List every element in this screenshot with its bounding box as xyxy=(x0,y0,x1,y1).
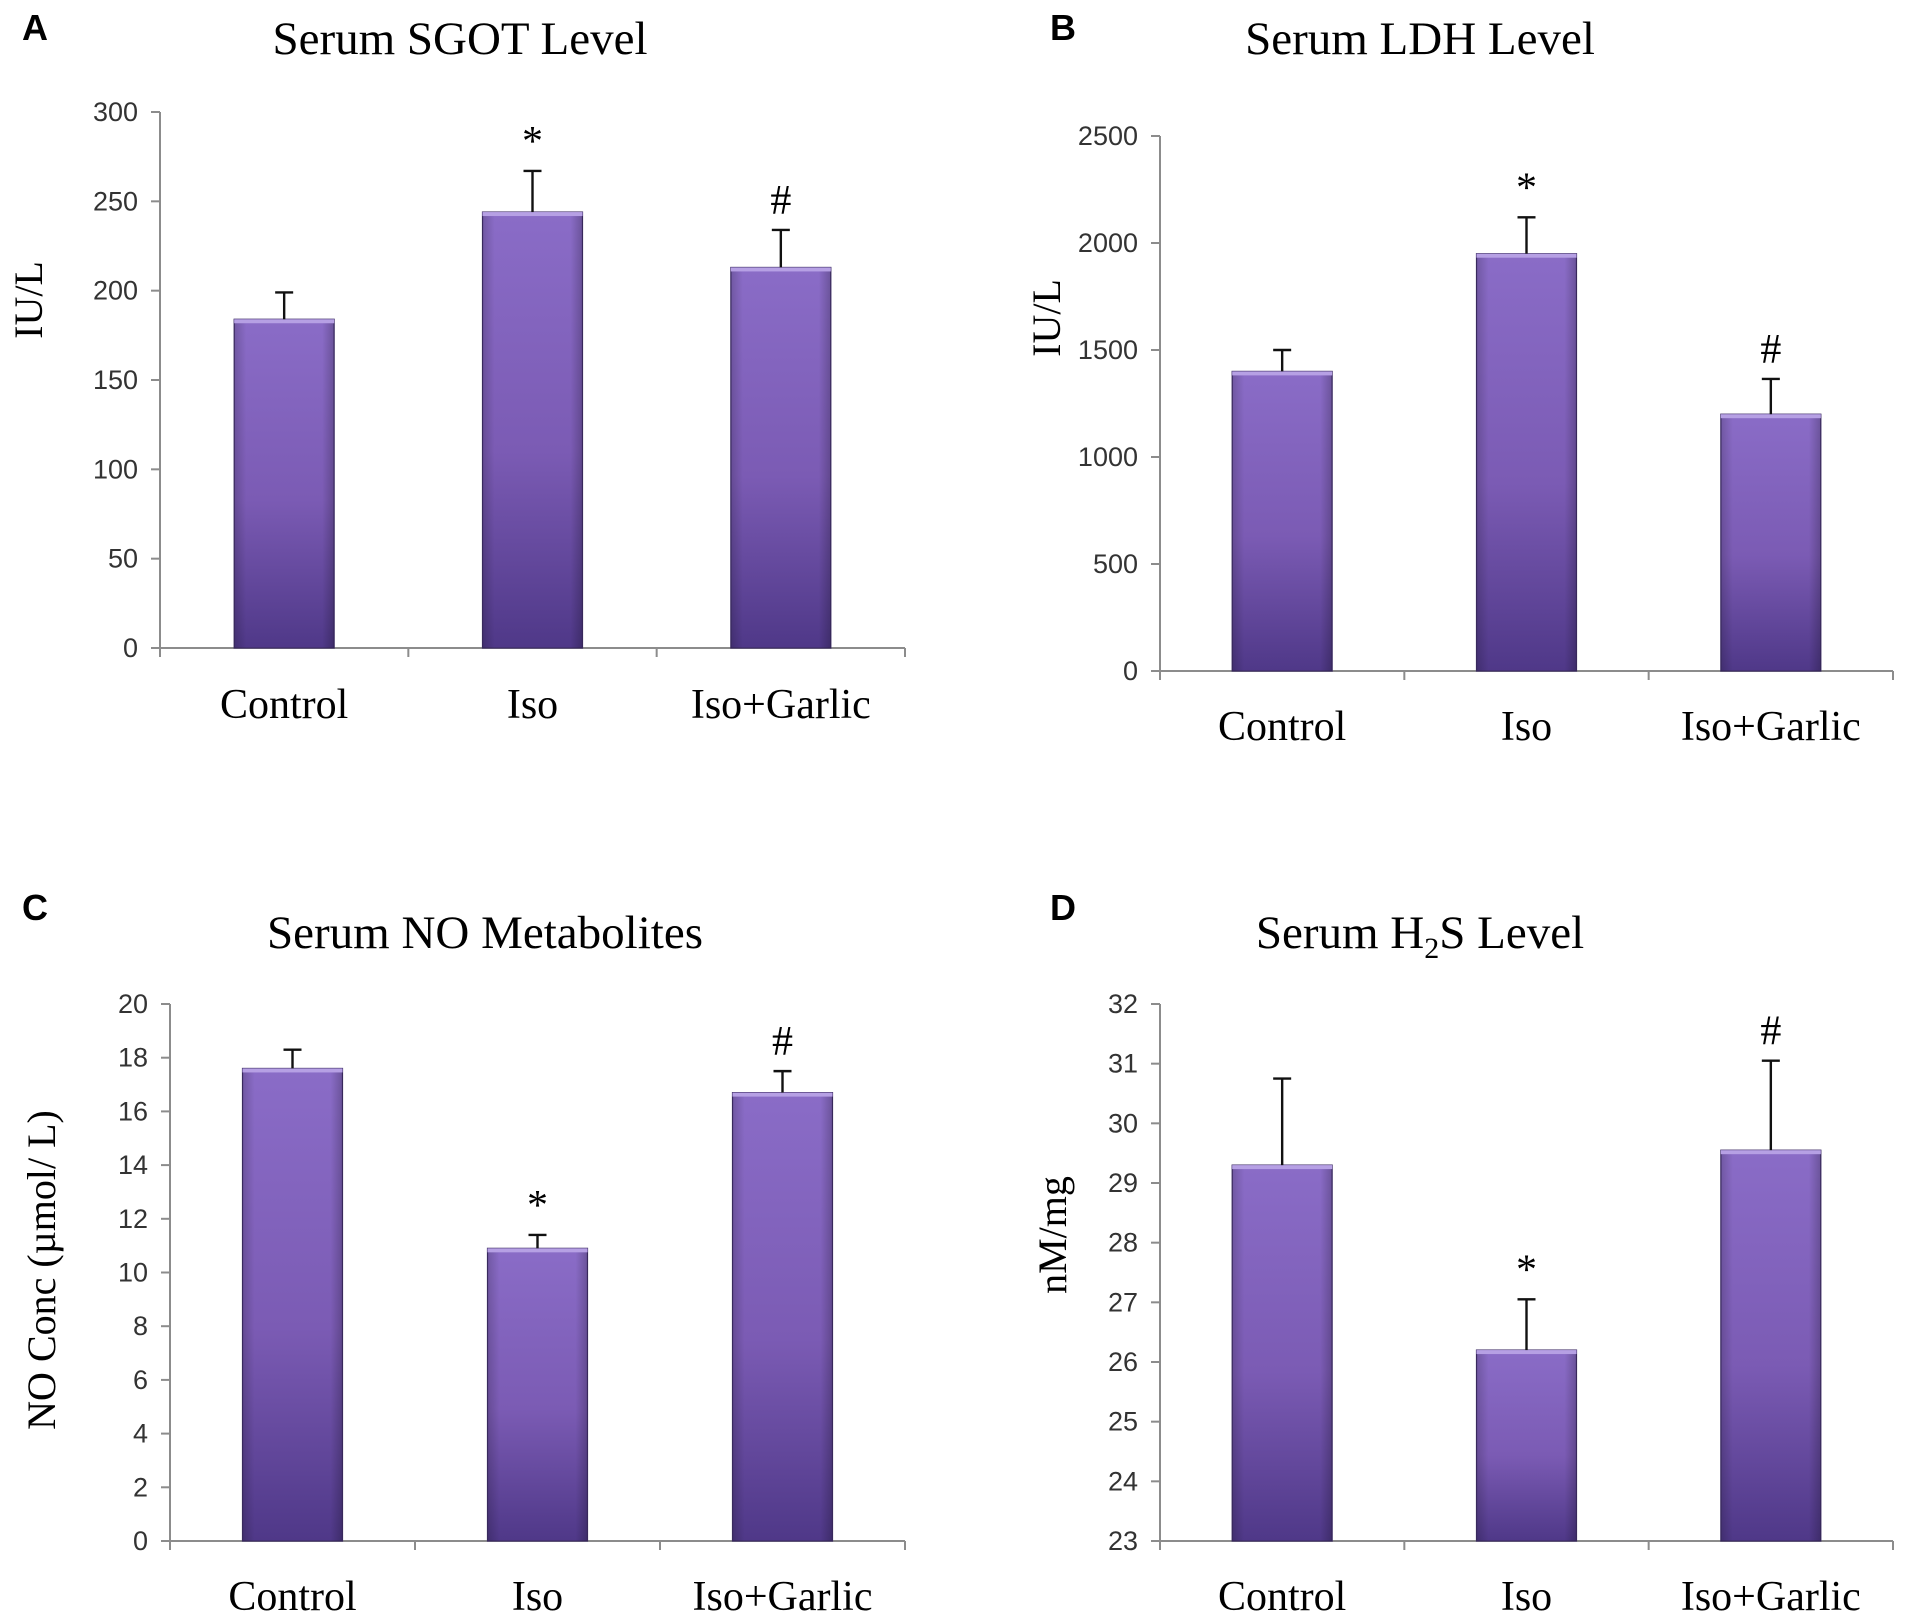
significance-mark: # xyxy=(1760,327,1781,373)
significance-mark: # xyxy=(770,178,791,224)
category-label: Iso xyxy=(1501,1574,1552,1616)
y-tick-label: 24 xyxy=(1108,1466,1138,1496)
bar-cap xyxy=(482,212,583,217)
y-tick-label: 0 xyxy=(1123,656,1138,686)
category-label: Control xyxy=(1218,704,1346,750)
y-tick-label: 2000 xyxy=(1078,228,1138,258)
y-axis-label: NO Conc (µmol/ L) xyxy=(19,1110,64,1430)
y-tick-label: 150 xyxy=(93,365,138,395)
bar-cap xyxy=(1232,371,1333,376)
category-label: Iso+Garlic xyxy=(691,682,871,728)
y-tick-label: 200 xyxy=(93,276,138,306)
bar-shade xyxy=(732,1092,833,1541)
y-tick-label: 1000 xyxy=(1078,442,1138,472)
bar-shade xyxy=(234,319,335,648)
significance-mark: * xyxy=(527,1183,548,1229)
bar-shade xyxy=(1476,1350,1577,1541)
bar-cap xyxy=(1476,1350,1577,1355)
y-tick-label: 4 xyxy=(133,1419,148,1449)
bar-cap xyxy=(1720,1150,1821,1155)
y-tick-label: 100 xyxy=(93,454,138,484)
category-label: Iso+Garlic xyxy=(1681,704,1861,750)
y-axis-label: IU/L xyxy=(6,261,51,339)
bar-shade xyxy=(487,1248,588,1541)
y-tick-label: 0 xyxy=(123,633,138,663)
y-tick-label: 25 xyxy=(1108,1407,1138,1437)
bar-cap xyxy=(1476,253,1577,258)
panel-letter: C xyxy=(22,887,48,928)
bar-cap xyxy=(732,1092,833,1097)
bar-shade xyxy=(1232,371,1333,671)
title-part: Serum H xyxy=(1256,907,1424,959)
bar-cap xyxy=(1720,414,1821,419)
bar-cap xyxy=(234,319,335,324)
panel-d-chart: D Serum H2S Level nM/mg 23 24 25 26 27 28 29 30… xyxy=(1030,887,1894,1616)
significance-mark: # xyxy=(1760,1009,1781,1055)
title-part: S Level xyxy=(1439,907,1584,959)
bar-cap xyxy=(730,267,831,272)
bar-shade xyxy=(1720,414,1821,671)
panel-letter: A xyxy=(22,7,48,48)
category-label: Control xyxy=(228,1574,356,1616)
chart-title: Serum NO Metabolites xyxy=(267,907,703,959)
significance-mark: * xyxy=(1516,165,1537,211)
bar-shade xyxy=(1476,253,1577,671)
panel-b-chart: B Serum LDH Level IU/L 0 500 1000 1500 2000 2… xyxy=(1024,7,1894,750)
y-tick-label: 300 xyxy=(93,97,138,127)
significance-mark: # xyxy=(772,1019,793,1065)
y-tick-label: 31 xyxy=(1108,1049,1138,1079)
y-axis-label: nM/mg xyxy=(1030,1176,1075,1294)
category-label: Iso xyxy=(507,682,558,728)
bar-shade xyxy=(242,1068,343,1541)
y-tick-label: 30 xyxy=(1108,1108,1138,1138)
chart-title: Serum H2S Level xyxy=(1256,907,1584,965)
bar-shade xyxy=(1232,1165,1333,1541)
category-label: Iso+Garlic xyxy=(693,1574,873,1616)
y-tick-label: 18 xyxy=(118,1043,148,1073)
category-label: Iso xyxy=(1501,704,1552,750)
significance-mark: * xyxy=(1516,1247,1537,1293)
y-axis-label: IU/L xyxy=(1024,279,1069,357)
panel-a-chart: A Serum SGOT Level IU/L 0 50 100 150 200 250 3… xyxy=(6,7,906,728)
bar-cap xyxy=(487,1248,588,1253)
y-tick-label: 26 xyxy=(1108,1347,1138,1377)
y-tick-label: 50 xyxy=(108,544,138,574)
chart-title: Serum LDH Level xyxy=(1245,13,1595,65)
significance-mark: * xyxy=(522,119,543,165)
chart-title: Serum SGOT Level xyxy=(272,13,647,65)
panel-c-chart: C Serum NO Metabolites NO Conc (µmol/ L)… xyxy=(19,887,906,1616)
category-label: Iso+Garlic xyxy=(1681,1574,1861,1616)
bar-cap xyxy=(1232,1165,1333,1170)
y-tick-label: 27 xyxy=(1108,1287,1138,1317)
y-tick-label: 14 xyxy=(118,1150,148,1180)
bar-shade xyxy=(730,267,831,648)
y-tick-label: 20 xyxy=(118,989,148,1019)
panel-letter: D xyxy=(1050,887,1076,928)
y-tick-label: 29 xyxy=(1108,1168,1138,1198)
y-tick-label: 10 xyxy=(118,1258,148,1288)
panel-letter: B xyxy=(1050,7,1076,48)
y-tick-label: 6 xyxy=(133,1365,148,1395)
bar-cap xyxy=(242,1068,343,1073)
title-subscript: 2 xyxy=(1424,932,1439,965)
category-label: Control xyxy=(220,682,348,728)
y-tick-label: 8 xyxy=(133,1311,148,1341)
bar-shade xyxy=(1720,1150,1821,1541)
y-tick-label: 12 xyxy=(118,1204,148,1234)
y-tick-label: 28 xyxy=(1108,1228,1138,1258)
bar-shade xyxy=(482,212,583,648)
y-tick-label: 1500 xyxy=(1078,335,1138,365)
y-tick-label: 23 xyxy=(1108,1526,1138,1556)
y-tick-label: 32 xyxy=(1108,989,1138,1019)
category-label: Iso xyxy=(512,1574,563,1616)
y-tick-label: 250 xyxy=(93,186,138,216)
y-tick-label: 500 xyxy=(1093,549,1138,579)
y-tick-label: 16 xyxy=(118,1096,148,1126)
y-tick-label: 2 xyxy=(133,1472,148,1502)
category-label: Control xyxy=(1218,1574,1346,1616)
y-tick-label: 2500 xyxy=(1078,121,1138,151)
y-tick-label: 0 xyxy=(133,1526,148,1556)
